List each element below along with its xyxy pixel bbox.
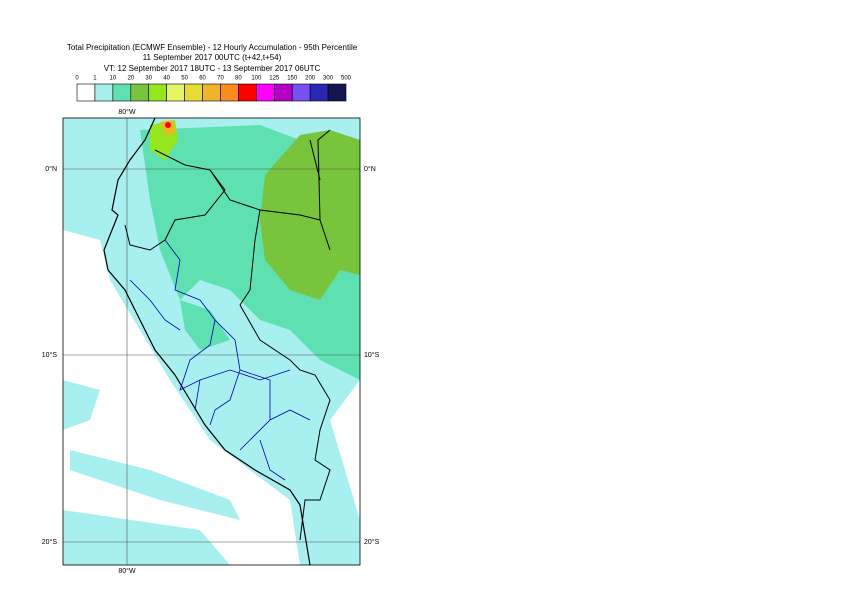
lon-label: 80°W [118, 567, 136, 575]
legend-label: 150 [287, 76, 298, 82]
legend-swatch [112, 83, 132, 102]
lat-label: 20°S [42, 538, 58, 546]
legend-swatch [220, 83, 239, 102]
legend-swatch [309, 83, 329, 102]
precip-peak [165, 122, 171, 128]
legend-swatch [184, 83, 203, 102]
precip-heavy [260, 130, 360, 300]
legend-swatch [327, 83, 347, 102]
legend-label: 10 [110, 76, 117, 82]
legend-swatch [130, 83, 150, 102]
legend-label: 300 [323, 76, 334, 82]
legend: 0 1 10 20 30 40 50 60 70 80 100 125 150 200 300 500 [75, 76, 352, 102]
legend-label: 80 [235, 76, 242, 82]
lat-label: 0°N [364, 165, 376, 173]
lon-label: 80°W [118, 108, 136, 116]
legend-label: 70 [217, 76, 224, 82]
legend-label: 200 [305, 76, 316, 82]
legend-label: 0 [75, 76, 79, 82]
precip-moderate [180, 300, 230, 350]
legend-swatch [202, 83, 221, 102]
legend-swatch [76, 83, 96, 102]
legend-label: 500 [341, 76, 352, 82]
legend-label: 125 [269, 76, 280, 82]
title-line: 11 September 2017 00UTC (t+42,t+54) [143, 53, 282, 62]
title-block: Total Precipitation (ECMWF Ensemble) - 1… [67, 43, 358, 73]
graticule [63, 118, 360, 565]
lat-label: 20°S [364, 538, 380, 546]
legend-swatch [148, 83, 167, 102]
title-line: Total Precipitation (ECMWF Ensemble) - 1… [67, 43, 358, 52]
precip-light [63, 380, 240, 565]
map [63, 118, 360, 565]
region-border [129, 239, 311, 481]
country-border [124, 129, 331, 541]
title-line: VT: 12 September 2017 18UTC - 13 Septemb… [104, 64, 321, 73]
lat-label: 0°N [45, 165, 57, 173]
coastline [103, 118, 311, 565]
lat-label: 10°S [42, 351, 58, 359]
legend-swatch [273, 83, 293, 102]
legend-swatch [256, 83, 275, 102]
legend-swatch [291, 83, 311, 102]
legend-swatch [238, 83, 257, 102]
legend-label: 30 [145, 76, 152, 82]
legend-label: 40 [163, 76, 170, 82]
legend-swatch [166, 83, 185, 102]
map-frame [62, 117, 361, 566]
legend-swatch [94, 83, 114, 102]
legend-label: 60 [199, 76, 206, 82]
legend-label: 1 [93, 76, 97, 82]
legend-label: 50 [181, 76, 188, 82]
lat-label: 10°S [364, 351, 380, 359]
legend-label: 20 [127, 76, 134, 82]
legend-label: 100 [251, 76, 262, 82]
